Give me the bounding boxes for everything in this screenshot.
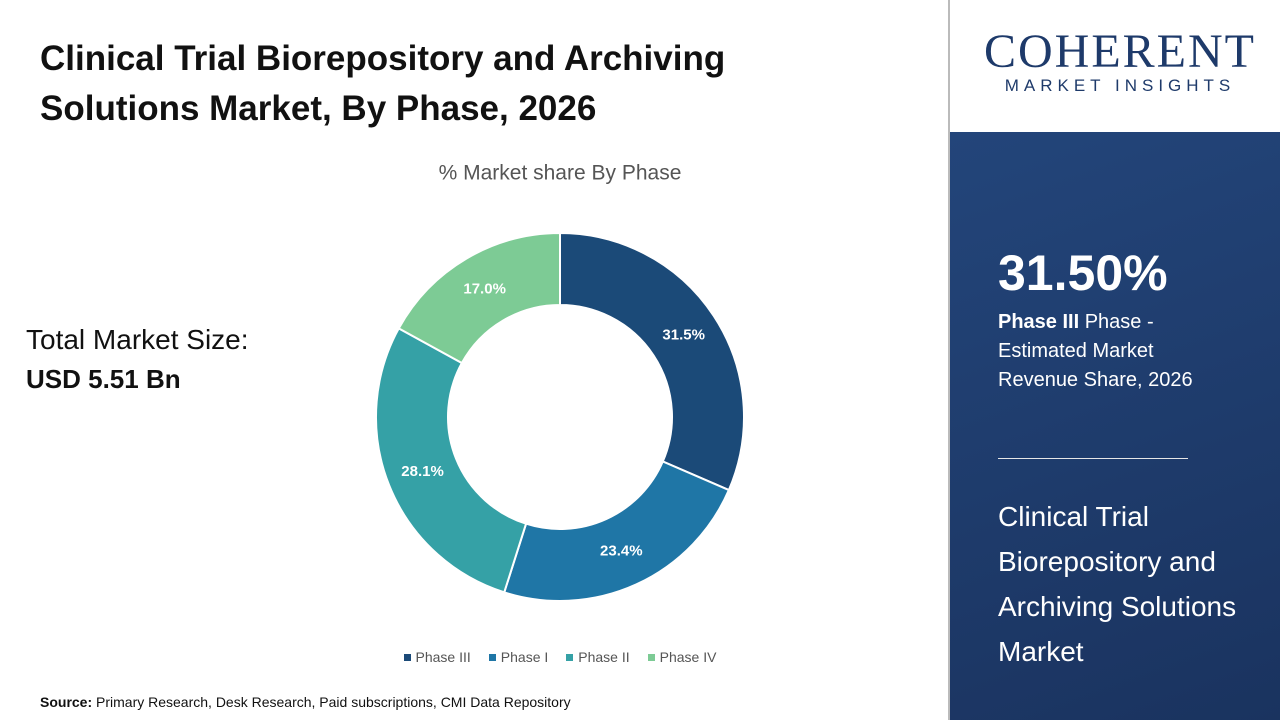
data-label: 23.4% xyxy=(600,543,643,560)
donut-segment xyxy=(502,460,731,602)
legend-swatch xyxy=(403,653,411,661)
page-title: Clinical Trial Biorepository and Archivi… xyxy=(40,39,726,128)
data-label: 31.5% xyxy=(662,327,705,344)
highlight-value: 31.50% xyxy=(998,245,1168,301)
legend-swatch xyxy=(488,653,496,661)
chart-title: % Market share By Phase xyxy=(439,162,682,185)
legend-swatch xyxy=(566,653,574,661)
legend-label: Phase I xyxy=(500,649,549,665)
divider xyxy=(998,458,1188,459)
logo: COHERENT MARKET INSIGHTS xyxy=(970,28,1270,96)
source-text: Primary Research, Desk Research, Paid su… xyxy=(96,694,571,710)
donut-segment xyxy=(559,231,745,492)
donut-segment xyxy=(397,231,561,365)
legend-label: Phase II xyxy=(578,649,630,665)
data-label: 17.0% xyxy=(463,281,506,298)
highlight-panel: 31.50% Phase III Phase - Estimated Marke… xyxy=(950,132,1280,720)
legend-item: Phase I xyxy=(488,649,549,665)
source-label: Source: xyxy=(40,694,93,710)
chart: % Market share By Phase 31.5% 23.4% 28.1% 1… xyxy=(375,162,745,602)
logo-sub: MARKET INSIGHTS xyxy=(1004,76,1236,95)
donut-segment xyxy=(375,326,528,594)
legend-item: Phase II xyxy=(566,649,630,665)
legend-item: Phase IV xyxy=(647,649,717,665)
highlight-text: Phase III Phase - Estimated Market Reven… xyxy=(998,308,1228,395)
logo-main: COHERENT xyxy=(984,25,1256,78)
highlight-desc: Phase - Estimated Market Revenue Share, … xyxy=(998,311,1193,391)
sidebar: COHERENT MARKET INSIGHTS 31.50% Phase II… xyxy=(948,0,1280,720)
source: Source: Primary Research, Desk Research,… xyxy=(40,694,571,710)
legend-label: Phase IV xyxy=(659,649,717,665)
legend: Phase III Phase I Phase II Phase IV xyxy=(300,649,820,665)
legend-swatch xyxy=(647,653,655,661)
market-size-value: USD 5.51 Bn xyxy=(26,364,181,394)
market-name: Clinical Trial Biorepository and Archivi… xyxy=(998,501,1237,667)
market-size-label: Total Market Size: xyxy=(26,324,249,355)
legend-item: Phase III xyxy=(403,649,471,665)
legend-label: Phase III xyxy=(415,649,471,665)
data-label: 28.1% xyxy=(401,463,444,480)
highlight-segment: Phase III xyxy=(998,311,1080,333)
